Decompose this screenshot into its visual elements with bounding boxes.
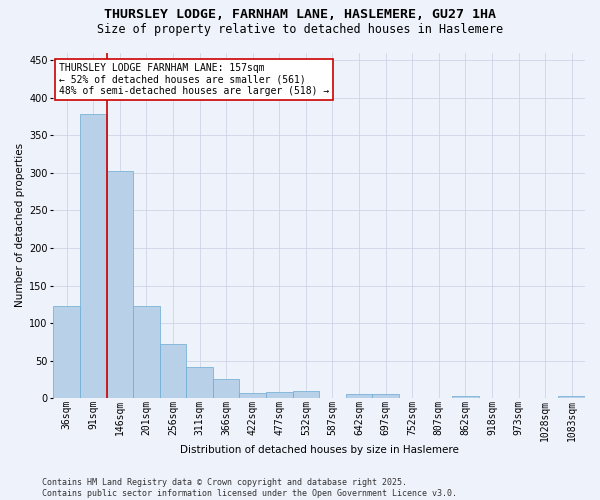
Bar <box>239 393 266 398</box>
Bar <box>559 396 585 398</box>
Bar <box>186 368 213 398</box>
Bar <box>80 114 107 399</box>
Bar <box>266 392 293 398</box>
Bar <box>53 306 80 398</box>
Text: THURSLEY LODGE FARNHAM LANE: 157sqm
← 52% of detached houses are smaller (561)
4: THURSLEY LODGE FARNHAM LANE: 157sqm ← 52… <box>59 63 329 96</box>
Bar <box>160 344 186 399</box>
Bar <box>213 379 239 398</box>
Bar <box>452 396 479 398</box>
Text: THURSLEY LODGE, FARNHAM LANE, HASLEMERE, GU27 1HA: THURSLEY LODGE, FARNHAM LANE, HASLEMERE,… <box>104 8 496 20</box>
Text: Size of property relative to detached houses in Haslemere: Size of property relative to detached ho… <box>97 22 503 36</box>
Bar <box>373 394 399 398</box>
X-axis label: Distribution of detached houses by size in Haslemere: Distribution of detached houses by size … <box>180 445 458 455</box>
Bar <box>346 394 373 398</box>
Bar <box>107 172 133 398</box>
Bar <box>293 391 319 398</box>
Y-axis label: Number of detached properties: Number of detached properties <box>15 144 25 308</box>
Bar <box>133 306 160 398</box>
Text: Contains HM Land Registry data © Crown copyright and database right 2025.
Contai: Contains HM Land Registry data © Crown c… <box>42 478 457 498</box>
